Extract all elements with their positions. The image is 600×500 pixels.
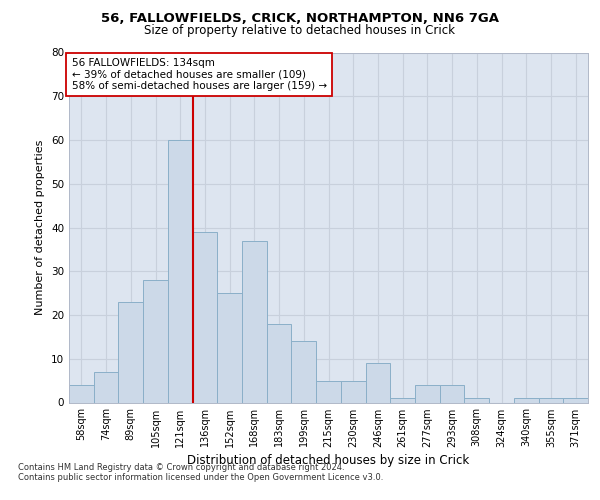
Bar	[539, 398, 563, 402]
Bar	[563, 398, 588, 402]
Bar	[514, 398, 539, 402]
Bar	[464, 398, 489, 402]
Y-axis label: Number of detached properties: Number of detached properties	[35, 140, 46, 315]
Bar	[242, 240, 267, 402]
Bar	[415, 385, 440, 402]
Bar	[143, 280, 168, 402]
Bar	[390, 398, 415, 402]
Text: Size of property relative to detached houses in Crick: Size of property relative to detached ho…	[145, 24, 455, 37]
Bar	[341, 380, 365, 402]
Bar	[69, 385, 94, 402]
Bar	[217, 293, 242, 403]
Bar	[168, 140, 193, 402]
Bar	[440, 385, 464, 402]
X-axis label: Distribution of detached houses by size in Crick: Distribution of detached houses by size …	[187, 454, 470, 467]
Text: 56 FALLOWFIELDS: 134sqm
← 39% of detached houses are smaller (109)
58% of semi-d: 56 FALLOWFIELDS: 134sqm ← 39% of detache…	[71, 58, 327, 91]
Bar	[193, 232, 217, 402]
Text: 56, FALLOWFIELDS, CRICK, NORTHAMPTON, NN6 7GA: 56, FALLOWFIELDS, CRICK, NORTHAMPTON, NN…	[101, 12, 499, 26]
Bar	[292, 341, 316, 402]
Bar	[365, 363, 390, 403]
Bar	[94, 372, 118, 402]
Bar	[267, 324, 292, 402]
Bar	[316, 380, 341, 402]
Text: Contains public sector information licensed under the Open Government Licence v3: Contains public sector information licen…	[18, 472, 383, 482]
Bar	[118, 302, 143, 402]
Text: Contains HM Land Registry data © Crown copyright and database right 2024.: Contains HM Land Registry data © Crown c…	[18, 462, 344, 471]
